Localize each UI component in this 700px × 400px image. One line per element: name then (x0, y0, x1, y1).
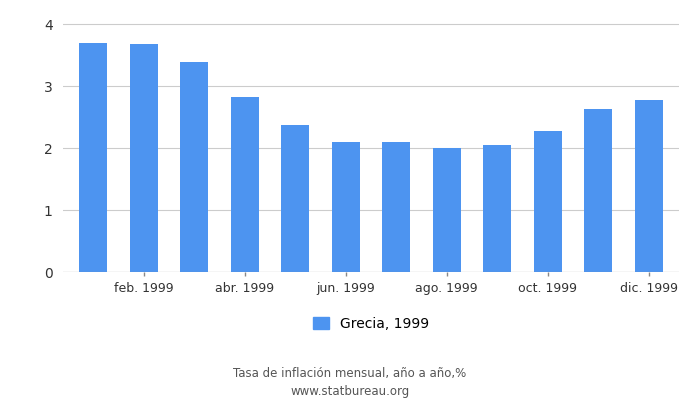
Bar (130, 44, 158, 272)
Bar (382, 142, 410, 272)
Bar (332, 142, 360, 272)
Bar (433, 148, 461, 272)
Bar (534, 132, 561, 272)
Bar (181, 62, 208, 272)
Bar (584, 109, 612, 272)
Text: Tasa de inflación mensual, año a año,%: Tasa de inflación mensual, año a año,% (233, 368, 467, 380)
Text: www.statbureau.org: www.statbureau.org (290, 385, 410, 398)
Bar (231, 98, 259, 272)
Bar (635, 100, 663, 272)
Bar (281, 125, 309, 272)
Legend: Grecia, 1999: Grecia, 1999 (306, 310, 436, 338)
Bar (483, 145, 511, 272)
Bar (79, 43, 107, 272)
